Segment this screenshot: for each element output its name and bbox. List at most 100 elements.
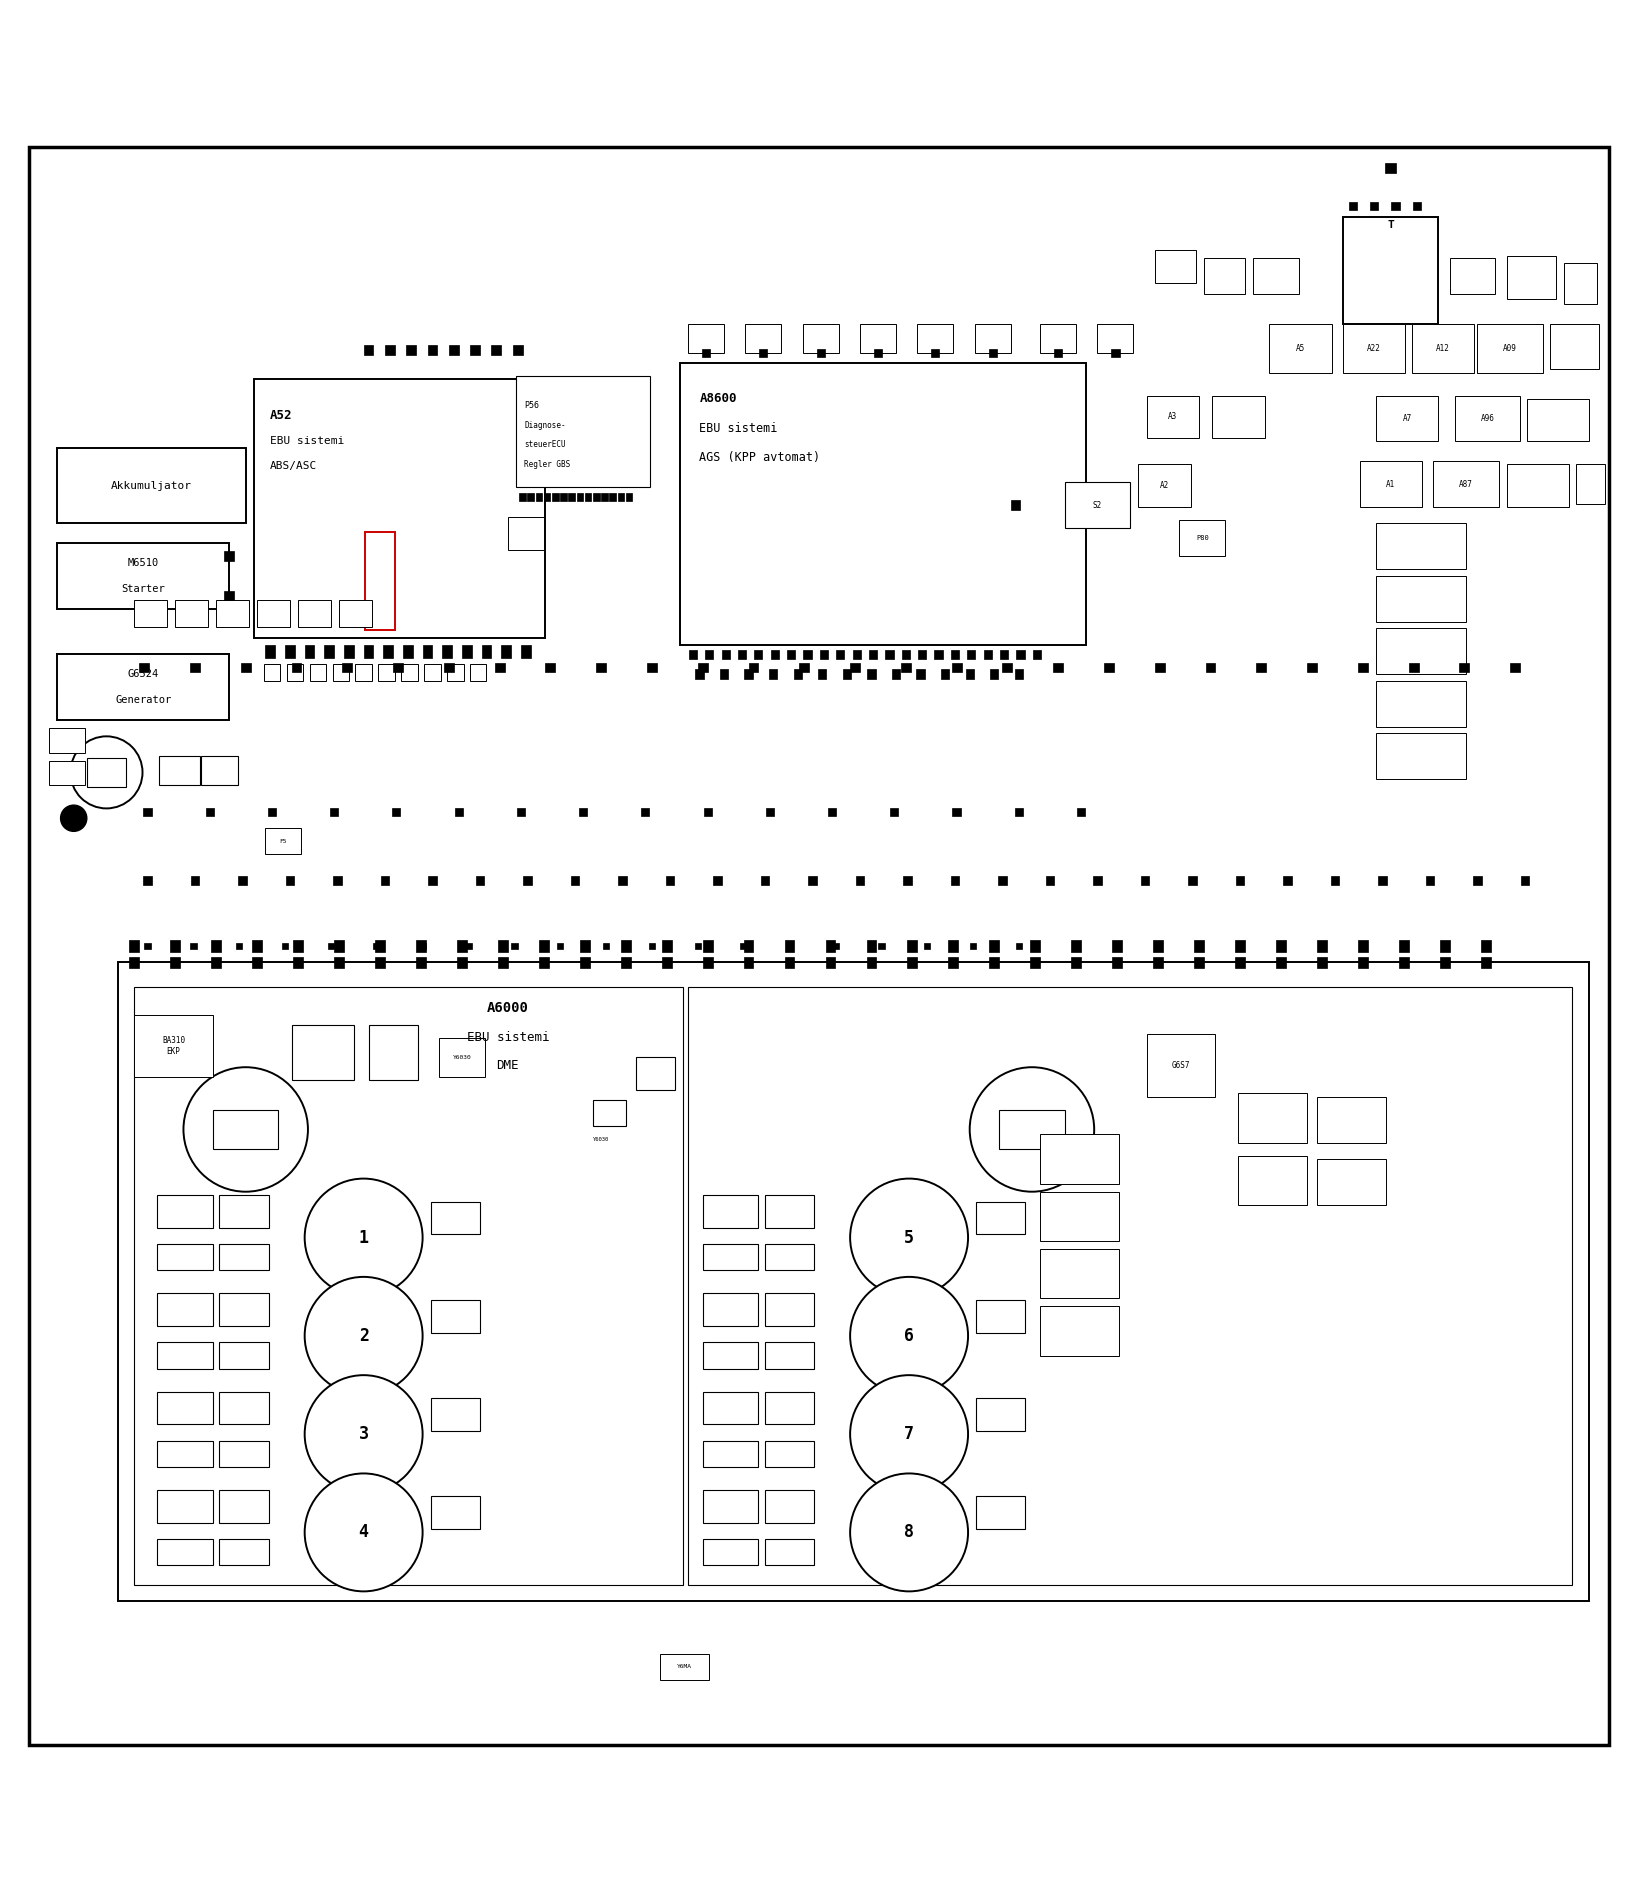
Bar	[431, 1201, 480, 1234]
Bar	[703, 808, 711, 815]
Bar	[1358, 957, 1368, 969]
Bar	[157, 1294, 213, 1326]
Bar	[1564, 263, 1597, 305]
Bar	[989, 957, 999, 969]
Bar	[1440, 940, 1450, 952]
Text: EBU sistemi: EBU sistemi	[270, 437, 344, 447]
Bar	[785, 957, 794, 969]
Bar	[1317, 1160, 1386, 1205]
Bar	[1238, 1094, 1307, 1143]
Text: Y6030: Y6030	[452, 1056, 472, 1060]
Bar	[765, 1391, 814, 1425]
Bar	[821, 649, 829, 658]
Text: Y6MA: Y6MA	[676, 1665, 693, 1669]
Bar	[1238, 1156, 1307, 1205]
Bar	[1094, 876, 1102, 885]
Bar	[1194, 957, 1204, 969]
Text: A96: A96	[1481, 414, 1494, 424]
Bar	[642, 808, 650, 815]
Bar	[419, 942, 426, 950]
Bar	[976, 1398, 1025, 1430]
Bar	[365, 532, 395, 630]
Bar	[976, 1201, 1025, 1234]
Bar	[310, 664, 326, 681]
Bar	[948, 940, 958, 952]
Bar	[329, 808, 337, 815]
Bar	[1350, 202, 1356, 210]
Text: A87: A87	[1459, 479, 1473, 488]
Bar	[170, 957, 180, 969]
Text: A8600: A8600	[699, 392, 737, 405]
Bar	[891, 808, 898, 815]
Bar	[383, 645, 393, 658]
Bar	[285, 645, 295, 658]
Bar	[740, 942, 747, 950]
Bar	[799, 662, 809, 672]
Bar	[269, 808, 275, 815]
Bar	[1040, 1192, 1119, 1241]
Bar	[1030, 940, 1040, 952]
Bar	[875, 348, 883, 358]
Bar	[626, 494, 632, 501]
Bar	[536, 494, 542, 501]
Bar	[57, 448, 246, 524]
Bar	[1317, 940, 1327, 952]
Bar	[292, 662, 301, 672]
Bar	[118, 963, 1589, 1601]
Bar	[378, 664, 395, 681]
Bar	[976, 1497, 1025, 1529]
Text: 7: 7	[904, 1425, 914, 1444]
Bar	[1071, 940, 1081, 952]
Bar	[1034, 649, 1042, 658]
Bar	[867, 957, 876, 969]
Text: AGS (KPP avtomat): AGS (KPP avtomat)	[699, 452, 821, 464]
Text: A5: A5	[1296, 344, 1305, 352]
Bar	[1155, 250, 1196, 282]
Circle shape	[305, 1179, 423, 1296]
Bar	[282, 942, 288, 950]
Bar	[334, 957, 344, 969]
Bar	[516, 377, 650, 488]
Bar	[157, 1196, 213, 1228]
Text: 8: 8	[904, 1523, 914, 1542]
Text: A6000: A6000	[486, 1001, 529, 1016]
Bar	[545, 662, 555, 672]
Bar	[334, 876, 342, 885]
Bar	[721, 649, 731, 658]
Bar	[213, 1111, 278, 1148]
Bar	[539, 957, 549, 969]
Bar	[1235, 940, 1245, 952]
Bar	[593, 494, 600, 501]
Bar	[328, 942, 334, 950]
Bar	[369, 1025, 418, 1080]
Bar	[867, 940, 876, 952]
Bar	[901, 662, 911, 672]
Bar	[1112, 957, 1122, 969]
Bar	[524, 876, 531, 885]
Bar	[688, 324, 724, 354]
Circle shape	[850, 1277, 968, 1394]
Bar	[609, 494, 616, 501]
Bar	[333, 664, 349, 681]
Bar	[355, 664, 372, 681]
Bar	[680, 363, 1086, 645]
Text: A22: A22	[1368, 344, 1381, 352]
Text: 3: 3	[359, 1425, 369, 1444]
Bar	[695, 942, 701, 950]
Bar	[219, 1294, 269, 1326]
Text: G6524: G6524	[128, 670, 159, 679]
Bar	[1194, 940, 1204, 952]
Bar	[1112, 348, 1120, 358]
Bar	[917, 649, 927, 658]
Circle shape	[305, 1277, 423, 1394]
Bar	[891, 670, 901, 679]
Bar	[1140, 876, 1150, 885]
Bar	[364, 344, 373, 354]
Bar	[953, 808, 960, 815]
Bar	[1477, 324, 1543, 373]
Bar	[442, 645, 452, 658]
Bar	[745, 324, 781, 354]
Bar	[159, 757, 200, 785]
Circle shape	[183, 1067, 308, 1192]
Bar	[144, 876, 151, 885]
